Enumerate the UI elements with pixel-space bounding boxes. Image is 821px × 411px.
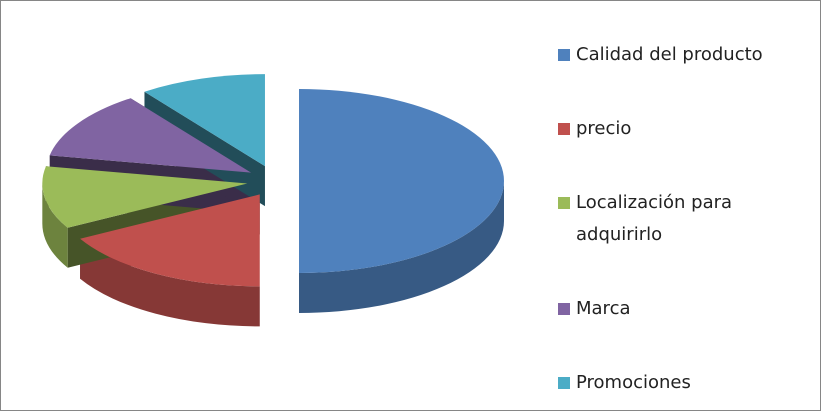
slice-top: [49, 98, 252, 173]
legend-label: Calidad del producto: [576, 44, 763, 65]
slice-side: [80, 238, 260, 327]
slice: [299, 181, 504, 313]
slice-side: [299, 181, 504, 313]
slice-top: [299, 89, 504, 273]
legend-item: Calidad del producto: [558, 39, 776, 71]
legend-swatch: [558, 123, 570, 135]
legend: Calidad del producto precio Localización p…: [558, 39, 776, 399]
legend-swatch: [558, 49, 570, 61]
legend-item: Localización para adquirirlo: [558, 187, 776, 251]
legend-label: precio: [576, 118, 632, 139]
legend-label: Marca: [576, 298, 631, 319]
legend-label: Localización para adquirirlo: [576, 192, 733, 245]
legend-swatch: [558, 197, 570, 209]
slice-side: [42, 183, 68, 268]
slice-top: [42, 166, 248, 228]
pie-area: [42, 74, 504, 327]
legend-item: precio: [558, 113, 776, 145]
legend-item: Marca: [558, 293, 776, 325]
legend-swatch: [558, 377, 570, 389]
legend-label: Promociones: [576, 372, 691, 393]
legend-swatch: [558, 303, 570, 315]
legend-item: Promociones: [558, 367, 776, 399]
pie-tops: [42, 74, 504, 287]
slice-top: [80, 194, 260, 287]
slice-top: [144, 74, 265, 167]
